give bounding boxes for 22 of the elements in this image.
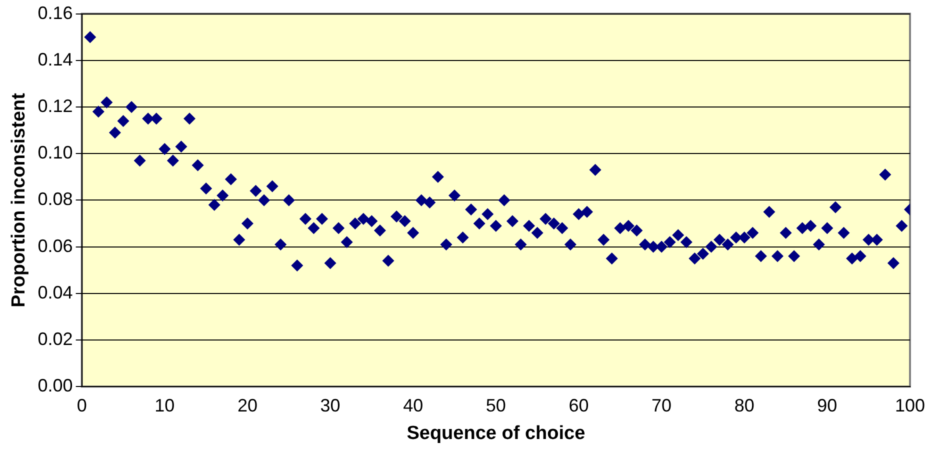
x-axis-title: Sequence of choice — [406, 422, 586, 444]
x-tick-label: 50 — [486, 395, 506, 416]
x-tick-label: 20 — [237, 395, 258, 416]
x-tick-label: 70 — [652, 395, 672, 416]
x-tick-label: 0 — [76, 395, 87, 416]
x-tick-label: 30 — [320, 395, 340, 416]
x-tick-label: 80 — [734, 395, 754, 416]
y-tick-label: 0.08 — [38, 189, 73, 210]
y-tick-label: 0.12 — [38, 96, 73, 116]
y-tick-label: 0.02 — [38, 328, 73, 349]
y-tick-label: 0.06 — [38, 236, 73, 256]
x-tick-label: 90 — [817, 395, 838, 416]
y-tick-label: 0.00 — [38, 376, 73, 396]
y-tick-label: 0.10 — [38, 142, 73, 163]
y-axis-title: Proportion inconsistent — [8, 92, 30, 308]
y-tick-label: 0.04 — [38, 282, 73, 302]
x-tick-label: 100 — [894, 395, 926, 416]
x-tick-label: 10 — [154, 395, 175, 416]
y-tick-label: 0.16 — [38, 2, 73, 23]
y-tick-label: 0.14 — [38, 49, 73, 70]
x-tick-label: 60 — [568, 395, 589, 416]
x-tick-label: 40 — [403, 395, 424, 416]
